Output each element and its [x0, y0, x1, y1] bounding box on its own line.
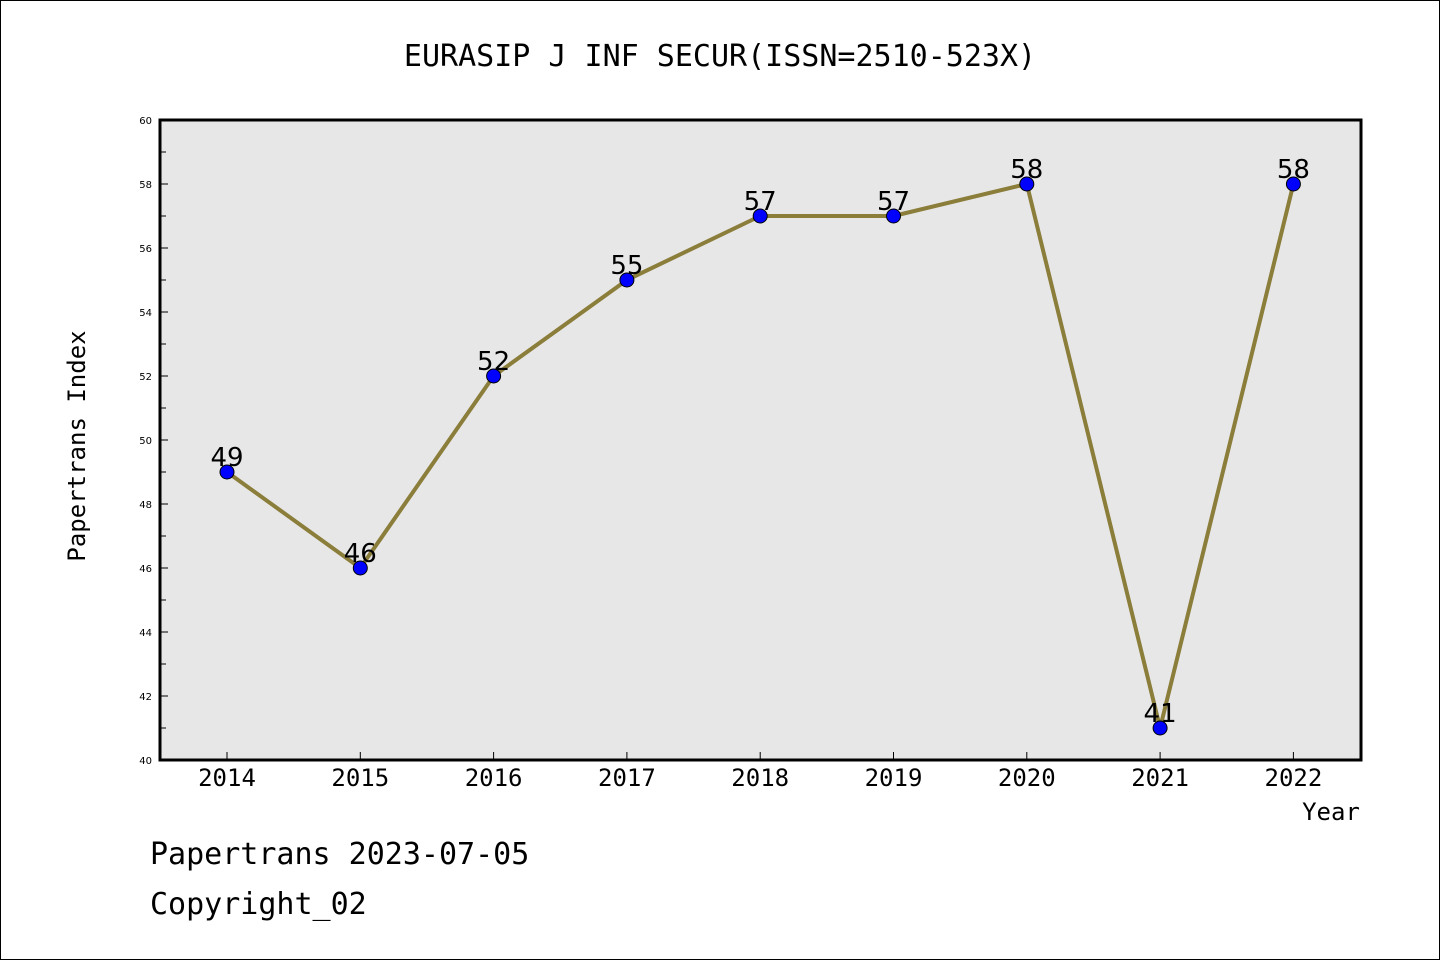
x-tick-label: 2020	[998, 764, 1056, 792]
data-label-2017: 55	[610, 251, 643, 281]
data-label-2021: 41	[1144, 699, 1177, 729]
x-tick-label: 2017	[598, 764, 656, 792]
x-tick-label: 2016	[465, 764, 523, 792]
footer-date: Papertrans 2023-07-05	[150, 837, 529, 872]
x-tick-label: 2018	[731, 764, 789, 792]
y-tick-label: 46	[139, 564, 152, 575]
x-tick-label: 2014	[198, 764, 256, 792]
chart-title: EURASIP J INF SECUR(ISSN=2510-523X)	[404, 39, 1036, 74]
x-tick-label: 2015	[331, 764, 389, 792]
data-label-2016: 52	[477, 347, 510, 377]
y-tick-label: 42	[139, 692, 152, 703]
y-tick-label: 48	[139, 500, 152, 511]
y-tick-label: 40	[139, 756, 152, 767]
data-label-2020: 58	[1010, 155, 1043, 185]
y-tick-label: 54	[139, 308, 152, 319]
data-label-2018: 57	[744, 187, 777, 217]
y-axis-label: Papertrans Index	[63, 330, 91, 561]
data-label-2014: 49	[210, 443, 243, 473]
x-tick-label: 2021	[1131, 764, 1189, 792]
data-label-2022: 58	[1277, 155, 1310, 185]
data-label-2019: 57	[877, 187, 910, 217]
y-tick-label: 60	[139, 116, 152, 127]
y-tick-label: 56	[139, 244, 152, 255]
y-tick-label: 52	[139, 372, 152, 383]
y-tick-label: 58	[139, 180, 152, 191]
x-tick-label: 2019	[865, 764, 923, 792]
data-label-2015: 46	[344, 539, 377, 569]
x-axis-label: Year	[1302, 798, 1360, 826]
footer-copyright: Copyright_02	[150, 887, 367, 922]
y-tick-label: 50	[139, 436, 152, 447]
y-tick-label: 44	[139, 628, 152, 639]
x-tick-label: 2022	[1265, 764, 1323, 792]
